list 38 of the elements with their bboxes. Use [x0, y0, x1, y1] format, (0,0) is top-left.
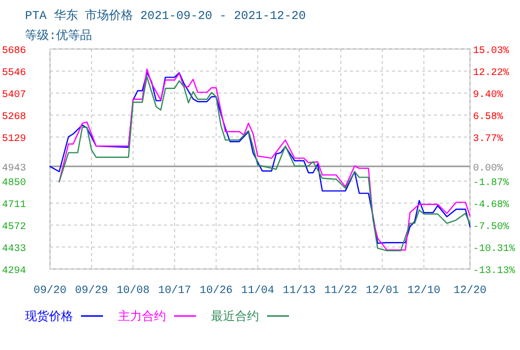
y-tick-label: 5129	[2, 134, 26, 146]
y-tick-label: 4943	[2, 163, 26, 174]
y2-tick-label: 3.77%	[473, 134, 504, 145]
x-tick-label: 09/20	[33, 285, 67, 297]
y2-tick-label: 15.03%	[473, 46, 510, 57]
x-tick-label: 12/10	[407, 285, 440, 297]
x-tick-label: 12/20	[453, 285, 487, 297]
x-tick-label: 10/17	[158, 285, 192, 297]
y-tick-label: 5407	[2, 90, 26, 102]
legend-label: 主力合约	[118, 309, 166, 324]
y-tick-label: 5268	[2, 112, 26, 124]
y2-tick-label: -4.68%	[473, 200, 510, 211]
x-tick-label: 11/22	[324, 285, 358, 297]
x-tick-label: 12/01	[366, 285, 400, 297]
x-tick-label: 10/08	[116, 285, 150, 297]
y2-tick-label: 0.00%	[473, 163, 504, 174]
y2-tick-label: 12.22%	[473, 68, 510, 79]
x-tick-label: 11/13	[282, 285, 316, 297]
y-tick-label: 4572	[2, 222, 26, 234]
y-tick-label: 4294	[2, 266, 26, 277]
chart-subtitle: 等级:优等品	[25, 29, 92, 43]
y2-tick-label: -1.87%	[473, 178, 510, 190]
y2-tick-label: -10.31%	[473, 244, 516, 255]
x-tick-label: 11/04	[241, 285, 275, 297]
legend-label: 最近合约	[211, 310, 259, 324]
x-tick-label: 10/26	[200, 285, 233, 297]
y2-tick-label: 6.58%	[473, 112, 504, 124]
y-tick-label: 4850	[2, 178, 26, 190]
legend-label: 现货价格	[25, 310, 73, 324]
y-tick-label: 4711	[2, 200, 26, 212]
y-tick-label: 5546	[2, 68, 26, 80]
x-tick-label: 09/29	[75, 285, 108, 297]
y2-tick-label: -7.50%	[473, 222, 510, 234]
y2-tick-label: 9.40%	[473, 90, 504, 101]
y-tick-label: 4433	[2, 244, 26, 256]
y-tick-label: 5686	[2, 46, 26, 57]
chart-title: PTA 华东 市场价格 2021-09-20 - 2021-12-20	[25, 8, 306, 23]
y2-tick-label: -13.13%	[473, 266, 516, 277]
